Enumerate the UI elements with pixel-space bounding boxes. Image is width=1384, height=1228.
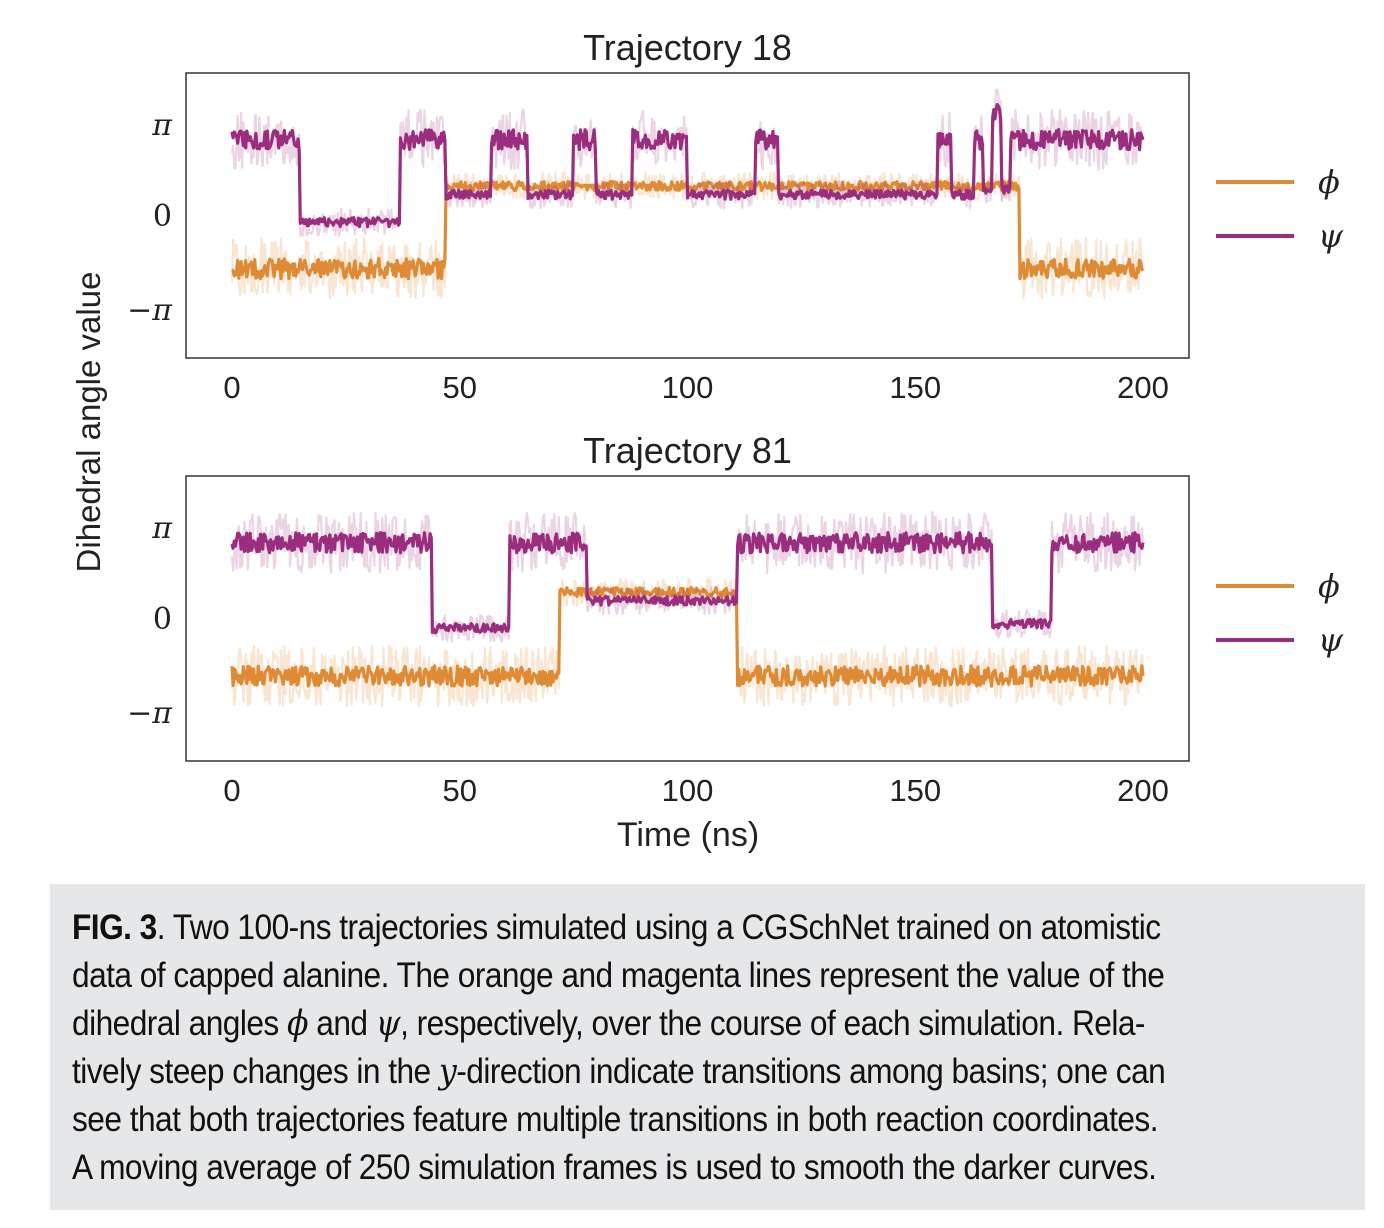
figure: Dihedral angle value Trajectory 18 0 50 100… bbox=[70, 27, 1344, 854]
x-tick-label: 100 bbox=[662, 370, 714, 405]
panel-title: Trajectory 18 bbox=[583, 27, 792, 68]
x-tick-label: 0 bbox=[223, 773, 240, 808]
x-tick-label: 100 bbox=[662, 773, 714, 808]
series-smoothed-line bbox=[230, 531, 1145, 635]
y-tick-label: π bbox=[151, 108, 173, 143]
y-tick-label: 0 bbox=[153, 602, 172, 637]
x-tick-label: 50 bbox=[443, 773, 477, 808]
x-tick-label: 200 bbox=[1117, 773, 1169, 808]
panel-title: Trajectory 81 bbox=[583, 430, 792, 471]
x-tick-label: 150 bbox=[889, 773, 941, 808]
x-tick-label: 50 bbox=[443, 370, 477, 405]
series-smoothed-line bbox=[230, 102, 1145, 229]
figure-caption: FIG. 3. Two 100-ns trajectories simulate… bbox=[50, 884, 1365, 1210]
y-tick-label: 0 bbox=[153, 199, 172, 234]
caption-text: FIG. 3. Two 100-ns trajectories simulate… bbox=[72, 908, 1166, 1187]
caption-label: FIG. 3 bbox=[72, 908, 157, 947]
plot-frame bbox=[185, 72, 1190, 359]
legend-label: ϕ bbox=[1318, 567, 1340, 605]
x-axis-label: Time (ns) bbox=[617, 816, 759, 854]
trajectory-18-panel: Trajectory 18 0 50 100 150 200 π 0 −π ϕψ bbox=[127, 27, 1344, 405]
trajectory-81-panel: Trajectory 81 0 50 100 150 200 π 0 −π ϕψ bbox=[127, 430, 1344, 808]
plot-frame bbox=[185, 475, 1190, 762]
x-tick-label: 0 bbox=[223, 370, 240, 405]
y-tick-label: π bbox=[151, 511, 173, 546]
y-tick-label: −π bbox=[127, 696, 173, 731]
x-tick-label: 150 bbox=[889, 370, 941, 405]
legend-label: ψ bbox=[1318, 217, 1344, 255]
series-smoothed-line bbox=[230, 585, 1145, 688]
legend-label: ϕ bbox=[1318, 163, 1340, 201]
x-tick-label: 200 bbox=[1117, 370, 1169, 405]
legend-label: ψ bbox=[1318, 621, 1344, 659]
y-tick-label: −π bbox=[127, 293, 173, 328]
y-axis-label: Dihedral angle value bbox=[70, 272, 107, 573]
